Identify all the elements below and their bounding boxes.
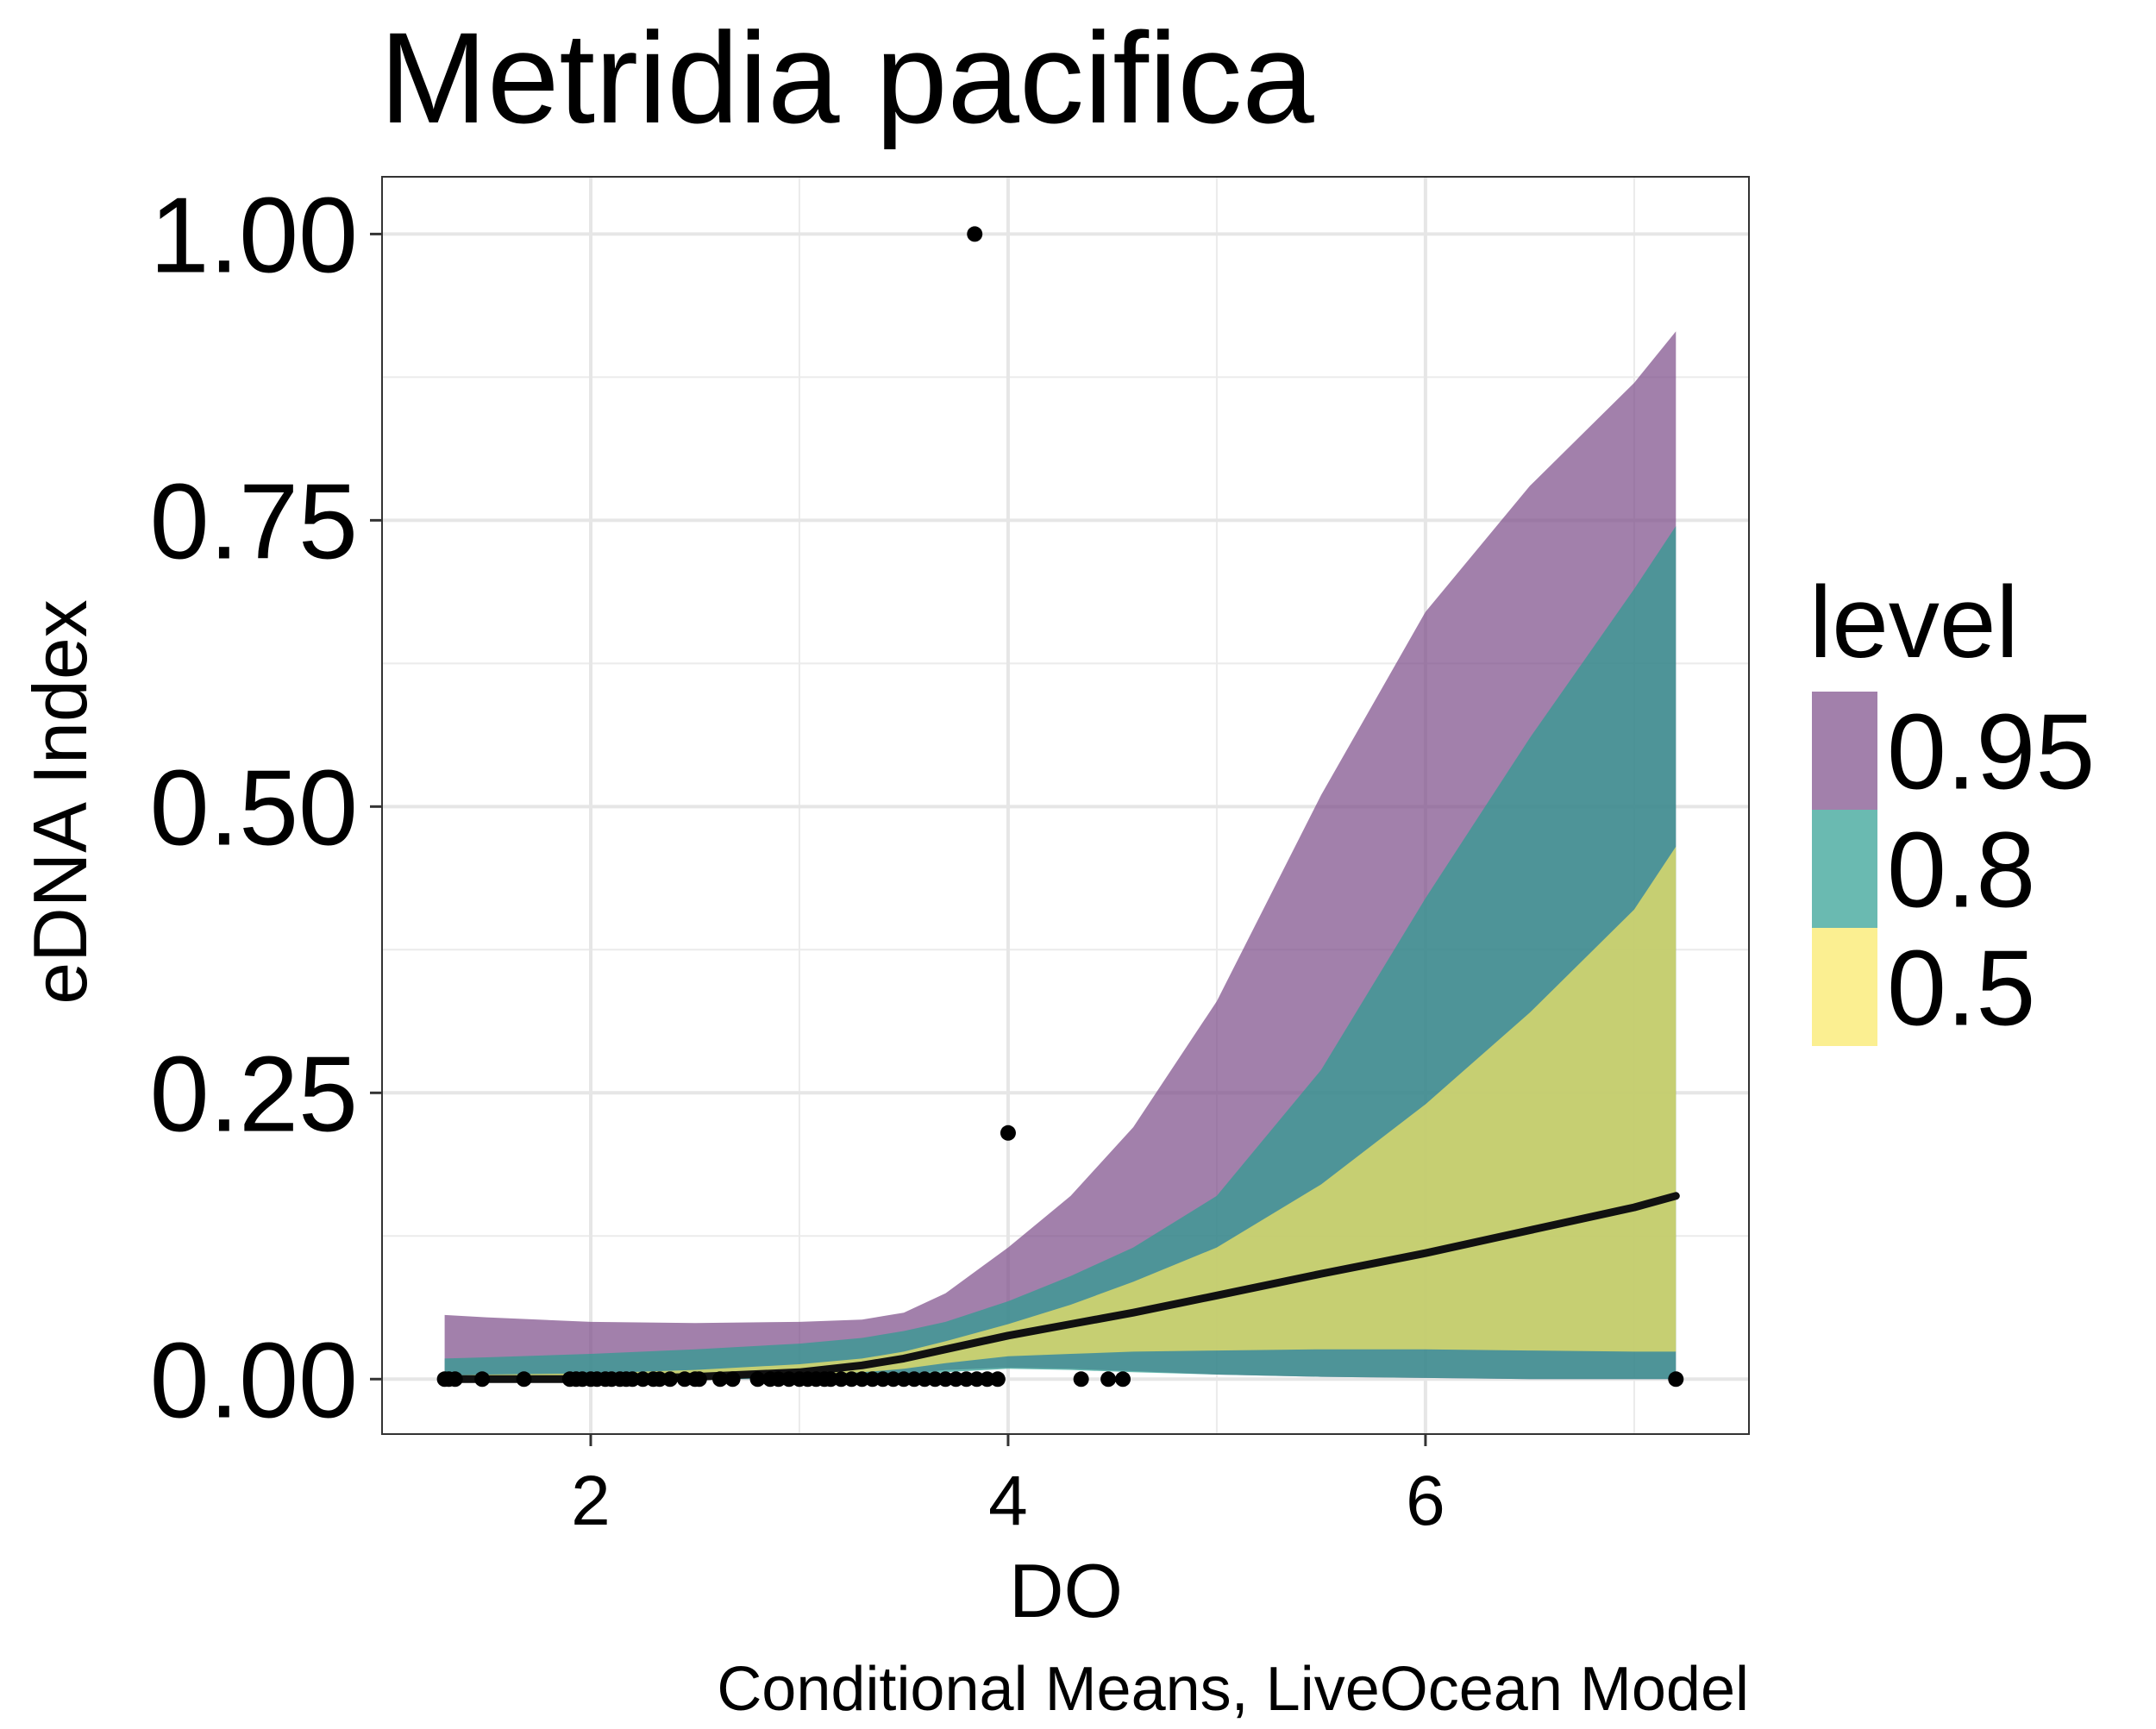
interval-bands xyxy=(444,331,1677,1380)
axis-ticks xyxy=(370,232,1427,1446)
legend-key-0-8 xyxy=(1812,810,1877,928)
x-tick-label: 4 xyxy=(988,1462,1028,1540)
data-point xyxy=(516,1371,532,1388)
data-point xyxy=(749,1371,766,1388)
y-tick-label: 0.75 xyxy=(150,462,358,581)
data-point xyxy=(447,1371,463,1388)
band-0-5 xyxy=(444,846,1677,1380)
legend-label: 0.95 xyxy=(1887,693,2095,812)
legend: level 0.950.80.5 xyxy=(1809,566,2095,1049)
data-point xyxy=(691,1371,707,1388)
y-axis-title: eDNA Index xyxy=(17,599,103,1005)
data-point xyxy=(1000,1124,1016,1141)
data-point xyxy=(661,1371,678,1388)
data-points xyxy=(436,226,1684,1388)
x-tick-label: 2 xyxy=(571,1462,611,1540)
y-tick-label: 0.00 xyxy=(150,1321,358,1440)
data-point xyxy=(474,1371,491,1388)
y-tick-label: 1.00 xyxy=(150,176,358,295)
legend-key-0-95 xyxy=(1812,692,1877,810)
data-point xyxy=(712,1371,729,1388)
legend-label: 0.5 xyxy=(1887,930,2035,1049)
data-point xyxy=(1100,1371,1117,1388)
data-point xyxy=(1115,1371,1131,1388)
y-tick-label: 0.50 xyxy=(150,749,358,868)
legend-label: 0.8 xyxy=(1887,811,2035,930)
data-point xyxy=(724,1371,741,1388)
data-point xyxy=(967,226,983,242)
chart-title: Metridia pacifica xyxy=(379,5,1314,150)
data-point xyxy=(1073,1371,1089,1388)
axis-tick-labels: 2 4 6 0.00 0.25 0.50 0.75 1.00 xyxy=(150,176,1445,1540)
legend-key-0-5 xyxy=(1812,928,1877,1046)
chart-caption: Conditional Means, LiveOcean Model xyxy=(717,1655,1749,1724)
legend-title: level xyxy=(1809,566,2019,680)
data-point xyxy=(1668,1371,1684,1388)
x-tick-label: 6 xyxy=(1406,1462,1445,1540)
data-point xyxy=(989,1371,1006,1388)
legend-entries: 0.950.80.5 xyxy=(1812,692,2095,1049)
x-axis-title: DO xyxy=(1009,1548,1123,1633)
y-tick-label: 0.25 xyxy=(150,1035,358,1154)
